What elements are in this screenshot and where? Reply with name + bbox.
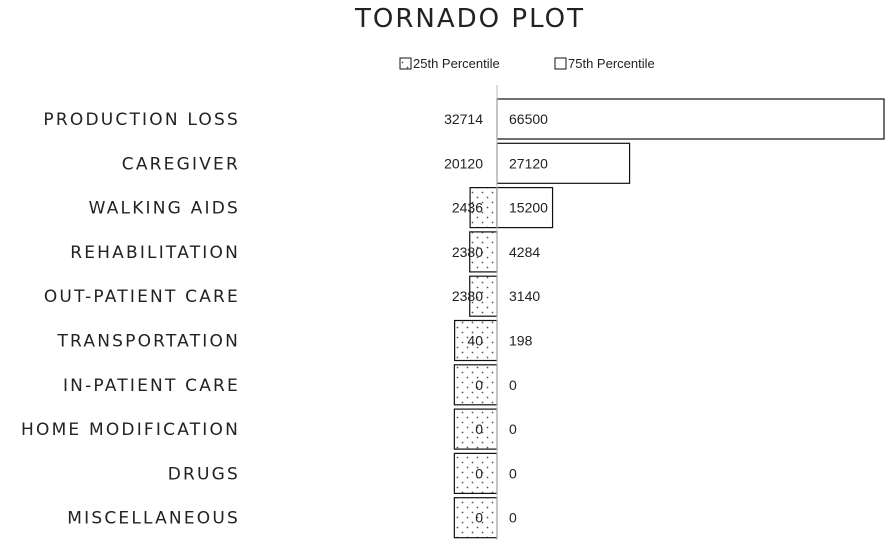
value-label-75th-production-loss: 66500 <box>509 111 548 127</box>
value-labels: 32714 66500 20120 27120 2436 15200 2380 4284 238… <box>444 111 548 526</box>
value-label-25th-in-patient-care: 0 <box>475 377 483 393</box>
chart-title: TORNADO PLOT <box>354 4 585 34</box>
value-label-25th-walking-aids: 2436 <box>452 200 483 216</box>
category-label-rehabilitation: REHABILITATION <box>70 243 240 263</box>
value-label-25th-caregiver: 20120 <box>444 155 483 171</box>
bar-25th-rehabilitation <box>469 231 498 273</box>
category-label-drugs: DRUGS <box>168 464 240 484</box>
legend-swatch-25th <box>399 57 412 70</box>
value-label-25th-out-patient-care: 2380 <box>452 288 483 304</box>
bar-75th-walking-aids <box>496 187 554 229</box>
bar-25th-transportation <box>454 319 498 362</box>
category-label-in-patient-care: IN-PATIENT CARE <box>63 376 240 396</box>
value-label-25th-production-loss: 32714 <box>444 111 483 127</box>
value-label-75th-drugs: 0 <box>509 465 517 481</box>
bar-25th-home-modification <box>453 408 498 450</box>
value-label-25th-home-modification: 0 <box>475 421 483 437</box>
value-label-75th-transportation: 198 <box>509 333 533 349</box>
value-label-75th-in-patient-care: 0 <box>509 377 517 393</box>
category-label-production-loss: PRODUCTION LOSS <box>43 110 240 130</box>
legend-label-75th: 75th Percentile <box>568 56 655 71</box>
value-label-25th-miscellaneous: 0 <box>475 510 483 526</box>
value-label-75th-walking-aids: 15200 <box>509 200 548 216</box>
bar-25th-in-patient-care <box>453 364 498 406</box>
category-labels: PRODUCTION LOSS CAREGIVER WALKING AIDS REHA… <box>21 110 240 529</box>
value-label-75th-out-patient-care: 3140 <box>509 288 540 304</box>
category-label-out-patient-care: OUT-PATIENT CARE <box>44 287 240 307</box>
legend-swatch-75th <box>554 57 567 70</box>
bar-25th-walking-aids <box>469 187 498 229</box>
value-label-75th-miscellaneous: 0 <box>509 510 517 526</box>
category-label-walking-aids: WALKING AIDS <box>89 199 240 219</box>
bar-75th-caregiver <box>496 142 631 184</box>
value-label-75th-home-modification: 0 <box>509 421 517 437</box>
bar-25th-drugs <box>453 452 498 494</box>
legend-label-25th: 25th Percentile <box>413 56 500 71</box>
bars <box>453 98 885 539</box>
value-label-25th-drugs: 0 <box>475 465 483 481</box>
category-label-miscellaneous: MISCELLANEOUS <box>67 509 240 529</box>
value-label-25th-transportation: 40 <box>467 333 483 349</box>
bar-25th-out-patient-care <box>469 275 498 317</box>
category-label-caregiver: CAREGIVER <box>122 154 240 174</box>
legend: 25th Percentile 75th Percentile <box>399 56 655 71</box>
category-label-transportation: TRANSPORTATION <box>56 332 240 352</box>
value-label-25th-rehabilitation: 2380 <box>452 244 483 260</box>
value-label-75th-rehabilitation: 4284 <box>509 244 540 260</box>
category-label-home-modification: HOME MODIFICATION <box>21 420 240 440</box>
value-label-75th-caregiver: 27120 <box>509 155 548 171</box>
bar-75th-production-loss <box>496 98 885 140</box>
